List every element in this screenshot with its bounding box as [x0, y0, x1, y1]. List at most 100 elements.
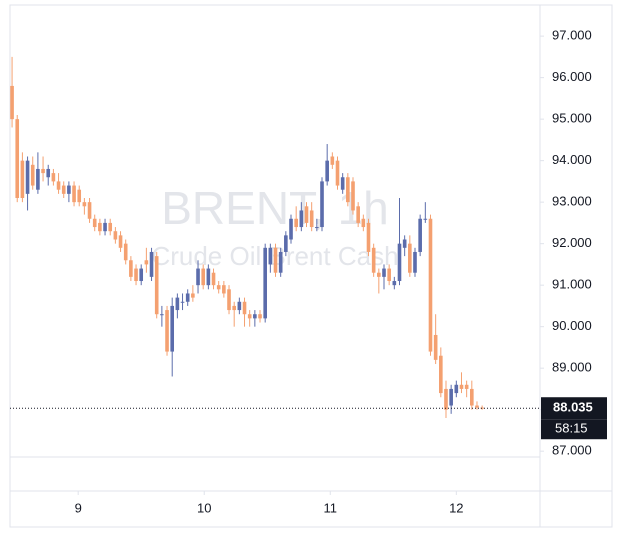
candle-body: [304, 206, 309, 223]
candle-body: [444, 388, 448, 410]
candle-body: [408, 243, 412, 273]
candle-body: [180, 301, 185, 303]
candle-body: [377, 272, 381, 277]
candle-body: [268, 247, 273, 265]
candle-body: [433, 334, 438, 360]
candle-body: [108, 222, 113, 232]
candle-body: [149, 251, 154, 277]
candle-body: [98, 222, 102, 232]
candle-body: [36, 168, 40, 190]
candle-body: [289, 218, 293, 240]
candle-body: [191, 293, 195, 298]
candle-body: [242, 301, 247, 315]
candle-body: [61, 185, 66, 194]
candle-body: [294, 218, 298, 228]
candle-body: [247, 314, 252, 319]
candle-body: [25, 160, 30, 194]
candle-body: [418, 218, 422, 252]
candle-body: [160, 314, 164, 316]
candle-body: [92, 218, 97, 228]
candle-body: [423, 218, 428, 220]
candle-body: [387, 268, 391, 282]
candle-body: [351, 181, 355, 211]
candle-body: [330, 156, 335, 165]
candle-body: [118, 235, 123, 248]
candle-body: [134, 268, 138, 282]
countdown-box: [541, 419, 607, 440]
candle-body: [449, 388, 453, 406]
x-tick-label: 10: [197, 500, 211, 515]
x-tick-label: 9: [75, 500, 82, 515]
candle-body: [237, 301, 242, 311]
candle-body: [82, 202, 87, 207]
candle-body: [144, 260, 149, 265]
candle-body: [232, 305, 236, 311]
last-price-label: 88.035: [553, 400, 593, 415]
countdown-label: 58:15: [555, 421, 588, 436]
candle-body: [175, 297, 180, 311]
y-tick-label: 97.000: [552, 28, 592, 43]
candle-body: [67, 185, 71, 194]
candle-body: [320, 181, 324, 228]
candle-body: [170, 305, 175, 352]
y-tick-label: 94.000: [552, 152, 592, 167]
candle-body: [185, 293, 190, 302]
candle-body: [454, 384, 459, 394]
candle-body: [309, 210, 314, 228]
candle-body: [258, 314, 262, 319]
candle-body: [366, 222, 371, 252]
y-tick-label: 96.000: [552, 69, 592, 84]
candle-body: [299, 210, 304, 228]
candle-body: [346, 177, 350, 203]
candle-body: [475, 405, 479, 408]
candle-body: [397, 243, 402, 282]
candle-body: [470, 388, 474, 406]
candle-body: [30, 164, 35, 186]
candle-body: [129, 260, 133, 277]
candle-body: [211, 272, 216, 286]
candle-body: [206, 268, 211, 286]
y-tick-label: 87.000: [552, 443, 592, 458]
candle-body: [196, 268, 200, 286]
candle-body: [154, 256, 159, 315]
candle-body: [77, 189, 82, 203]
y-tick-label: 91.000: [552, 277, 592, 292]
candle-body: [459, 384, 464, 389]
candle-body: [51, 173, 56, 182]
candle-body: [464, 384, 469, 389]
candle-body: [402, 239, 407, 248]
candle-body: [165, 310, 169, 352]
watermark-title: BRENT, 1h: [161, 182, 389, 234]
candle-body: [284, 235, 288, 252]
candle-body: [41, 168, 45, 174]
y-tick-label: 92.000: [552, 235, 592, 250]
candle-body: [15, 119, 20, 199]
candle-body: [356, 206, 360, 223]
candle-body: [392, 281, 397, 286]
candle-body: [201, 268, 206, 286]
candle-body: [263, 247, 267, 319]
candle-body: [361, 218, 366, 228]
candle-body: [139, 268, 144, 282]
candle-body: [273, 247, 278, 273]
candle-body: [103, 222, 107, 232]
candle-body: [87, 202, 92, 219]
candle-body: [413, 251, 417, 273]
candle-body: [123, 243, 128, 261]
candle-body: [428, 218, 433, 352]
candle-body: [335, 160, 340, 186]
candle-body: [222, 285, 226, 294]
candle-body: [113, 231, 118, 240]
candle-body: [278, 251, 283, 273]
candle-body: [20, 160, 25, 199]
candle-body: [382, 268, 386, 277]
candle-body: [480, 407, 484, 409]
y-tick-label: 95.000: [552, 111, 592, 126]
y-tick-label: 90.000: [552, 318, 592, 333]
candle-body: [10, 85, 14, 120]
y-tick-label: 89.000: [552, 360, 592, 375]
x-tick-label: 11: [324, 500, 338, 515]
candle-body: [46, 168, 51, 178]
candle-body: [315, 227, 319, 229]
